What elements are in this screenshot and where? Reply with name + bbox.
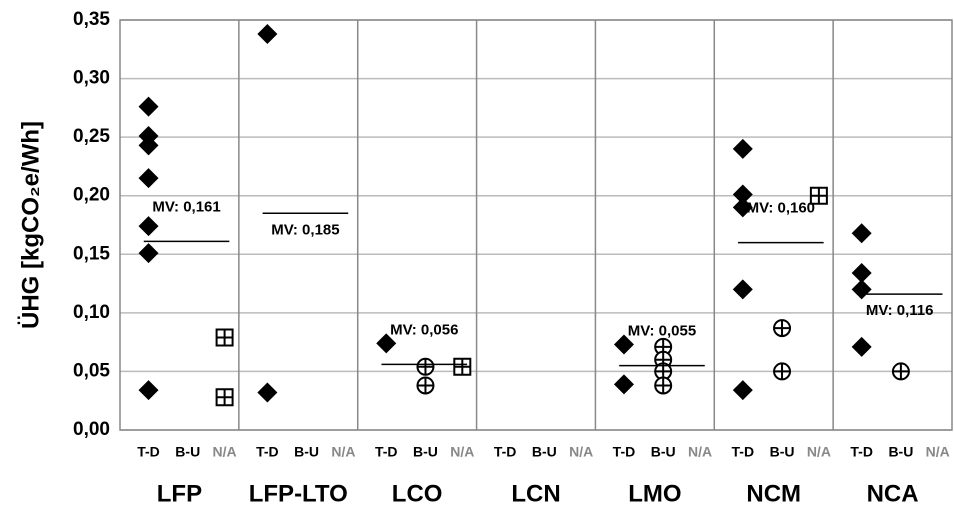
subcategory-label: T-D: [613, 444, 636, 460]
circle-cross-marker: [416, 357, 435, 376]
group-label: NCM: [746, 480, 801, 507]
diamond-marker: [257, 24, 278, 45]
subcategory-label: B-U: [770, 444, 795, 460]
subcategory-label: T-D: [732, 444, 755, 460]
diamond-marker: [138, 168, 159, 189]
diamond-marker: [851, 279, 872, 300]
subcategory-label: B-U: [888, 444, 913, 460]
subcategory-label: T-D: [850, 444, 873, 460]
diamond-marker: [138, 380, 159, 401]
diamond-marker: [732, 197, 753, 218]
diamond-marker: [138, 243, 159, 264]
group-label: LCN: [511, 480, 560, 507]
y-tick-label: 0,30: [73, 68, 110, 89]
y-tick-label: 0,00: [73, 419, 110, 440]
square-cross-marker: [215, 328, 234, 347]
group-label: LFP: [157, 480, 202, 507]
subcategory-label: B-U: [413, 444, 438, 460]
diamond-marker: [613, 374, 634, 395]
subcategory-label: N/A: [450, 444, 474, 460]
mean-label: MV: 0,055: [628, 323, 696, 340]
square-cross-marker: [809, 186, 828, 205]
circle-cross-marker: [773, 319, 792, 338]
diamond-marker: [732, 279, 753, 300]
mean-label: MV: 0,161: [152, 198, 220, 215]
circle-cross-marker: [654, 376, 673, 395]
y-axis-label: ÜHG [kgCO₂e/Wh]: [17, 121, 44, 329]
diamond-marker: [138, 216, 159, 237]
diamond-marker: [376, 333, 397, 354]
subcategory-label: B-U: [294, 444, 319, 460]
square-cross-marker: [215, 388, 234, 407]
diamond-marker: [732, 184, 753, 205]
diamond-marker: [138, 96, 159, 117]
y-tick-label: 0,15: [73, 243, 110, 264]
y-tick-label: 0,10: [73, 302, 110, 323]
circle-cross-marker: [416, 376, 435, 395]
square-cross-marker: [453, 357, 472, 376]
circle-cross-marker: [773, 362, 792, 381]
subcategory-label: N/A: [688, 444, 712, 460]
diamond-marker: [613, 334, 634, 355]
plot-frame: [119, 19, 953, 431]
y-tick-label: 0,25: [73, 126, 110, 147]
mean-label: MV: 0,185: [271, 221, 339, 238]
diamond-marker: [851, 263, 872, 284]
subcategory-label: B-U: [532, 444, 557, 460]
diamond-marker: [732, 138, 753, 159]
subcategory-label: N/A: [213, 444, 237, 460]
group-label: LCO: [392, 480, 443, 507]
group-label: LMO: [628, 480, 681, 507]
subcategory-label: N/A: [926, 444, 950, 460]
mean-label: MV: 0,160: [747, 200, 815, 217]
diamond-marker: [257, 382, 278, 403]
diamond-marker: [138, 135, 159, 156]
subcategory-label: T-D: [137, 444, 160, 460]
subcategory-label: N/A: [331, 444, 355, 460]
circle-cross-marker: [891, 362, 910, 381]
diamond-marker: [851, 336, 872, 357]
subcategory-label: N/A: [569, 444, 593, 460]
y-tick-label: 0,05: [73, 360, 110, 381]
subcategory-label: B-U: [175, 444, 200, 460]
group-label: LFP-LTO: [249, 480, 348, 507]
subcategory-label: N/A: [807, 444, 831, 460]
group-label: NCA: [867, 480, 919, 507]
subcategory-label: B-U: [651, 444, 676, 460]
diamond-marker: [851, 223, 872, 244]
mean-label: MV: 0,116: [866, 302, 934, 319]
subcategory-label: T-D: [375, 444, 398, 460]
diamond-marker: [732, 380, 753, 401]
subcategory-label: T-D: [256, 444, 279, 460]
y-tick-label: 0,20: [73, 185, 110, 206]
y-tick-label: 0,35: [73, 9, 110, 30]
subcategory-label: T-D: [494, 444, 517, 460]
mean-label: MV: 0,056: [390, 321, 458, 338]
